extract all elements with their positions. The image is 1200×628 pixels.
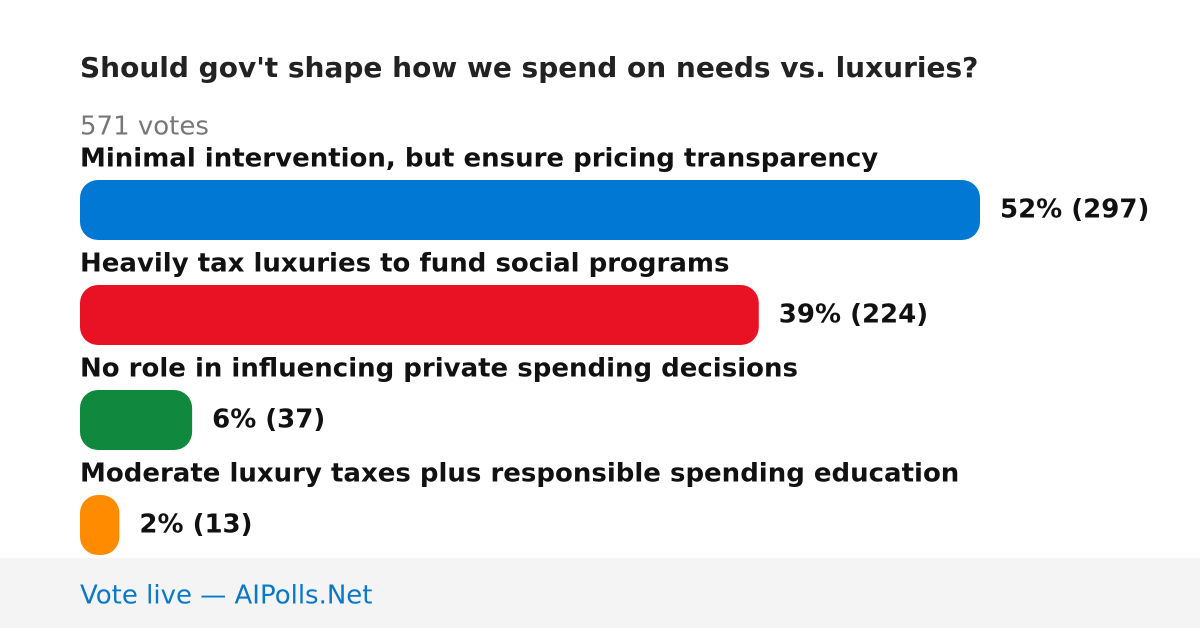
option-label: No role in influencing private spending … xyxy=(80,354,798,384)
value-label: 6% (37) xyxy=(212,405,325,435)
footer-link[interactable]: Vote live — AIPolls.Net xyxy=(80,581,373,611)
bar xyxy=(80,390,193,450)
value-label: 2% (13) xyxy=(139,510,252,540)
vote-count: 571 votes xyxy=(80,112,209,142)
value-label: 52% (297) xyxy=(1000,195,1149,225)
bar xyxy=(80,285,759,345)
value-label: 39% (224) xyxy=(779,300,928,330)
poll-title: Should gov't shape how we spend on needs… xyxy=(80,51,978,84)
option-label: Moderate luxury taxes plus responsible s… xyxy=(80,459,959,489)
footer-bar xyxy=(0,558,1200,628)
option-label: Minimal intervention, but ensure pricing… xyxy=(80,144,878,174)
option-label: Heavily tax luxuries to fund social prog… xyxy=(80,249,729,279)
bar xyxy=(80,180,980,240)
bar xyxy=(80,495,120,555)
